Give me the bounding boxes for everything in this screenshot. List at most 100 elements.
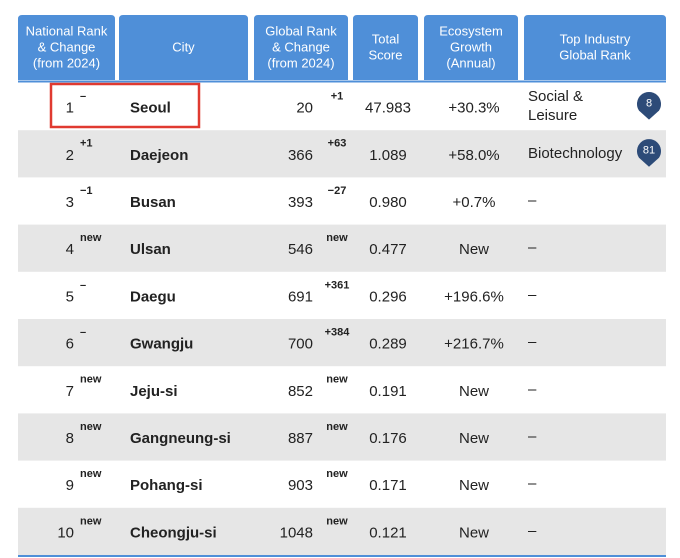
rank-change: –: [80, 327, 86, 339]
global-change: new: [326, 468, 348, 480]
global-change: +63: [328, 138, 347, 150]
global-change: new: [326, 374, 348, 386]
header-text: City: [172, 39, 195, 54]
global-rank: 691: [288, 288, 313, 305]
growth: +196.6%: [444, 288, 504, 305]
city: Gwangju: [130, 336, 193, 353]
total-score: 0.289: [369, 336, 407, 353]
global-change: new: [326, 421, 348, 433]
growth: New: [459, 241, 489, 258]
growth: New: [459, 524, 489, 541]
growth: +58.0%: [448, 147, 499, 164]
industry: –: [528, 239, 537, 256]
rank: 6: [66, 336, 74, 353]
rank-change: new: [80, 468, 102, 480]
city: Ulsan: [130, 241, 171, 258]
rank-change: –: [80, 279, 86, 291]
header-text: National Rank: [26, 23, 108, 38]
rank-change: −1: [80, 185, 93, 197]
header-cell: [18, 15, 115, 80]
total-score: 0.296: [369, 288, 407, 305]
header-cell: [353, 15, 418, 80]
total-score: 0.477: [369, 241, 407, 258]
global-change: +361: [325, 279, 350, 291]
row-band: [18, 130, 666, 178]
industry: –: [528, 381, 537, 398]
highlight-box: [49, 82, 201, 129]
rank-change: –: [80, 91, 86, 103]
industry-rank-badge: [637, 139, 661, 167]
city: Pohang-si: [130, 477, 203, 494]
growth: New: [459, 383, 489, 400]
city: Gangneung-si: [130, 430, 231, 447]
header-text: (Annual): [446, 55, 495, 70]
rank: 9: [66, 477, 74, 494]
rank: 7: [66, 383, 74, 400]
rank: 10: [57, 524, 74, 541]
city: Busan: [130, 194, 176, 211]
header-text: (from 2024): [33, 55, 100, 70]
total-score: 47.983: [365, 100, 411, 117]
city: Jeju-si: [130, 383, 178, 400]
global-rank: 887: [288, 430, 313, 447]
industry: –: [528, 475, 537, 492]
header-text: Score: [369, 47, 403, 62]
global-rank: 700: [288, 336, 313, 353]
global-rank: 852: [288, 383, 313, 400]
growth: +0.7%: [453, 194, 496, 211]
rank-change: new: [80, 232, 102, 244]
rank: 1: [66, 100, 74, 117]
rank: 3: [66, 194, 74, 211]
industry: –: [528, 286, 537, 303]
rank-change: new: [80, 421, 102, 433]
city: Seoul: [130, 100, 171, 117]
industry-rank: 81: [643, 145, 655, 157]
header-text: Growth: [450, 39, 492, 54]
global-rank: 393: [288, 194, 313, 211]
global-change: +384: [325, 327, 351, 339]
growth: New: [459, 430, 489, 447]
total-score: 0.176: [369, 430, 407, 447]
city: Cheongju-si: [130, 524, 217, 541]
header-cell: [119, 15, 248, 80]
header-text: Top Industry: [560, 31, 631, 46]
header-cell: [424, 15, 518, 80]
rank-change: new: [80, 515, 102, 527]
industry: Leisure: [528, 107, 577, 124]
row-band: [18, 507, 666, 555]
growth: +30.3%: [448, 100, 499, 117]
row-band: [18, 224, 666, 272]
industry: –: [528, 522, 537, 539]
header-text: Global Rank: [559, 47, 631, 62]
industry: –: [528, 192, 537, 209]
global-rank: 903: [288, 477, 313, 494]
industry: Biotechnology: [528, 145, 623, 162]
global-change: +1: [331, 91, 344, 103]
global-rank: 1048: [280, 524, 313, 541]
header-cell: [254, 15, 348, 80]
header-text: (from 2024): [267, 55, 334, 70]
global-change: −27: [328, 185, 347, 197]
rank: 5: [66, 288, 74, 305]
global-rank: 20: [296, 100, 313, 117]
industry: –: [528, 428, 537, 445]
header-text: & Change: [272, 39, 330, 54]
rank: 2: [66, 147, 74, 164]
global-rank: 546: [288, 241, 313, 258]
growth: New: [459, 477, 489, 494]
header-text: Ecosystem: [439, 23, 503, 38]
city: Daejeon: [130, 147, 188, 164]
total-score: 0.121: [369, 524, 407, 541]
header-text: Global Rank: [265, 23, 337, 38]
total-score: 0.980: [369, 194, 407, 211]
row-band: [18, 413, 666, 461]
growth: +216.7%: [444, 336, 504, 353]
global-rank: 366: [288, 147, 313, 164]
industry-rank: 8: [646, 98, 652, 110]
global-change: new: [326, 232, 348, 244]
header-text: & Change: [38, 39, 96, 54]
rank: 8: [66, 430, 74, 447]
city: Daegu: [130, 288, 176, 305]
header-cell: [524, 15, 666, 80]
